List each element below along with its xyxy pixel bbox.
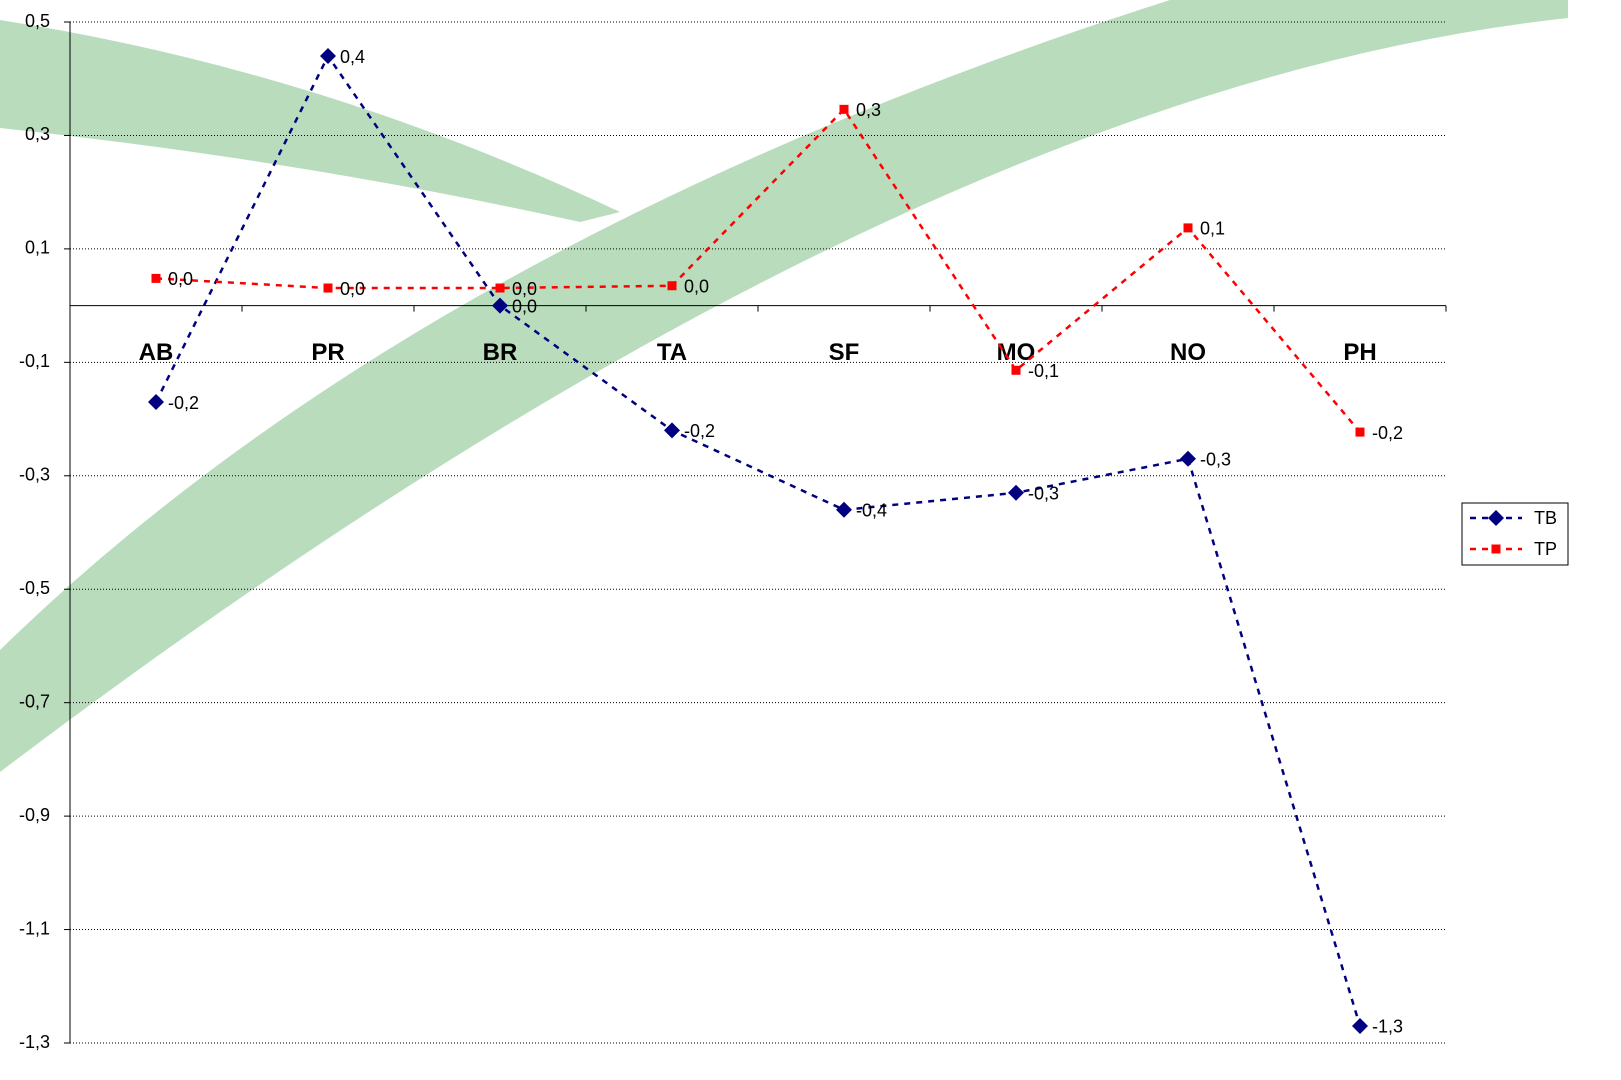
data-label: 0,0: [512, 279, 537, 299]
data-label: -0,4: [856, 501, 887, 521]
data-point: [1355, 427, 1365, 437]
background-swoosh: [0, 0, 1568, 772]
x-tick-label: PR: [311, 339, 344, 366]
data-point: [1183, 223, 1193, 233]
x-tick-label: SF: [829, 339, 860, 366]
x-tick-label: PH: [1343, 339, 1376, 366]
data-point: [320, 48, 336, 65]
y-tick-label: -0,7: [19, 691, 50, 711]
y-tick-label: 0,1: [25, 238, 50, 258]
y-tick-label: -0,1: [19, 351, 50, 371]
legend-marker: [1488, 510, 1504, 526]
y-tick-label: -0,3: [19, 465, 50, 485]
data-label: 0,0: [684, 277, 709, 297]
data-point: [1011, 365, 1021, 375]
y-tick-label: -0,5: [19, 578, 50, 598]
data-label: 0,0: [340, 279, 365, 299]
data-label: 0,4: [340, 47, 365, 67]
data-point: [151, 273, 161, 283]
series-line: [155, 107, 1361, 433]
data-label: 0,3: [856, 100, 881, 120]
data-label: -0,2: [168, 393, 199, 413]
data-label: -0,2: [684, 421, 715, 441]
legend-marker: [1491, 544, 1501, 554]
data-point: [148, 394, 164, 411]
legend-box: [1461, 502, 1569, 566]
y-tick-label: -1,1: [19, 918, 50, 938]
data-label: 0,0: [168, 269, 193, 289]
data-point: [1180, 450, 1196, 467]
data-label: -0,1: [1028, 361, 1059, 381]
x-tick-label: TA: [657, 339, 687, 366]
data-label: -1,3: [1372, 1017, 1403, 1037]
data-label: 0,1: [1200, 219, 1225, 239]
data-point: [664, 422, 680, 439]
data-label: -0,3: [1028, 484, 1059, 504]
data-point: [495, 283, 505, 293]
y-tick-label: 0,5: [25, 11, 50, 31]
data-point: [323, 283, 333, 293]
y-tick-label: 0,3: [25, 124, 50, 144]
background-swoosh: [0, 20, 620, 222]
data-label: -0,3: [1200, 450, 1231, 470]
data-label: 0,0: [512, 296, 537, 316]
x-tick-label: MO: [997, 339, 1036, 366]
x-tick-label: BR: [483, 339, 518, 366]
data-point: [1008, 484, 1024, 501]
x-tick-label: AB: [139, 339, 174, 366]
data-point: [836, 501, 852, 518]
y-tick-label: -1,3: [19, 1032, 50, 1052]
data-point: [1352, 1017, 1368, 1034]
legend-label: TB: [1534, 508, 1557, 528]
y-tick-label: -0,9: [19, 805, 50, 825]
data-label: -0,2: [1372, 423, 1403, 443]
series-line: [154, 53, 1362, 1027]
data-point: [492, 297, 508, 314]
data-point: [667, 281, 677, 291]
x-tick-label: NO: [1170, 339, 1206, 366]
legend-label: TP: [1534, 539, 1557, 559]
data-point: [839, 104, 849, 114]
